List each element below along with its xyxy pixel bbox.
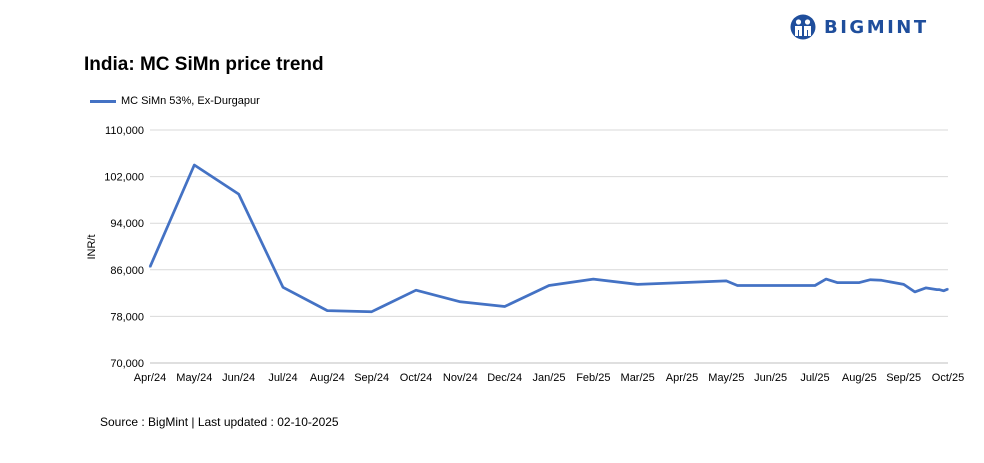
bigmint-logo: BIGMINT [790,14,929,40]
y-tick-label: 70,000 [110,358,144,370]
data-point [592,278,595,280]
data-point [193,164,196,166]
data-point [237,193,240,195]
x-tick-label: Jul/24 [268,372,297,384]
data-point [282,286,284,289]
legend-label: MC SiMn 53%, Ex-Durgapur [121,95,260,107]
chart-series [148,163,949,314]
data-point [880,279,883,282]
x-tick-label: Oct/24 [400,372,432,384]
data-point [681,281,683,284]
data-point [769,284,772,287]
data-point [947,288,949,290]
x-tick-label: Jan/25 [532,372,565,384]
data-point [548,284,550,287]
data-point [636,283,639,286]
data-point [942,290,945,292]
data-point [858,281,861,284]
y-tick-label: 110,000 [105,125,144,137]
data-point [925,287,927,289]
x-tick-label: Jul/25 [800,372,829,384]
data-point [836,281,838,284]
data-point [326,309,329,312]
y-tick-label: 86,000 [110,265,144,277]
data-point [825,278,827,280]
x-tick-label: May/25 [708,372,744,384]
data-point [725,280,728,282]
x-tick-label: Dec/24 [487,372,522,384]
x-tick-label: Nov/24 [443,372,478,384]
y-axis-ticks: 70,000 78,000 86,000 94,000 102,000 110,000 [104,125,144,370]
x-tick-label: Oct/25 [932,372,964,384]
x-tick-label: Aug/24 [310,372,345,384]
data-point [370,310,373,313]
x-tick-label: May/24 [176,372,212,384]
x-tick-label: Sep/25 [886,372,921,384]
y-axis-label: INR/t [86,234,98,259]
x-tick-label: Jun/25 [754,372,787,384]
series-line [148,163,949,314]
data-point [902,283,905,286]
x-tick-label: Feb/25 [576,372,610,384]
chart-grid [150,129,948,364]
source-note: Source : BigMint | Last updated : 02-10-… [100,415,339,429]
data-point [149,266,151,268]
data-point [415,289,417,292]
y-tick-label: 94,000 [110,218,144,230]
data-point [814,284,816,287]
x-tick-label: Aug/25 [842,372,877,384]
x-axis-ticks: Apr/24 May/24 Jun/24 Jul/24 Aug/24 Sep/24 Oct/… [134,372,964,384]
data-point [936,288,938,291]
brand-name: BIGMINT [824,16,929,38]
data-point [736,284,739,287]
y-tick-label: 78,000 [110,311,144,323]
x-tick-label: Mar/25 [621,372,655,384]
x-tick-label: Apr/24 [134,372,166,384]
legend-swatch [90,99,116,103]
y-tick-label: 102,000 [104,172,144,184]
chart-title: India: MC SiMn price trend [84,54,324,75]
x-tick-label: Apr/25 [666,372,698,384]
data-point [869,278,872,281]
data-point [938,288,940,291]
data-point [914,291,916,293]
data-point [459,301,462,303]
x-tick-label: Jun/24 [222,372,255,384]
x-tick-label: Sep/24 [354,372,389,384]
data-point [503,305,506,308]
chart-legend: MC SiMn 53%, Ex-Durgapur [90,95,260,107]
bigmint-logo-icon [790,14,816,40]
